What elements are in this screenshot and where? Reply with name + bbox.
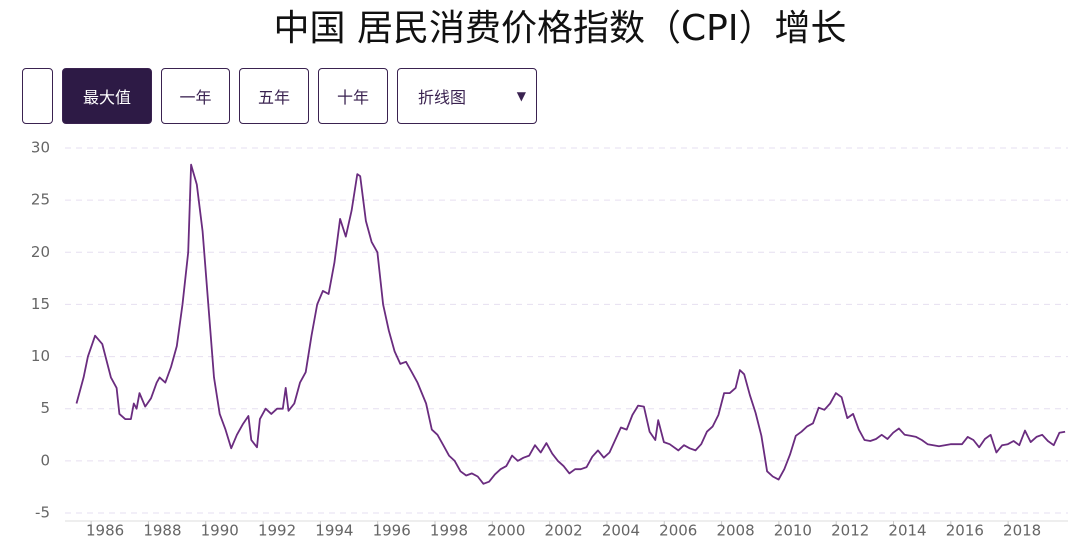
x-tick-label: 2012 [831, 522, 869, 540]
range-button[interactable]: 五年 [239, 68, 309, 124]
x-tick-label: 2010 [774, 522, 812, 540]
y-tick-label: 20 [31, 243, 50, 261]
x-tick-label: 2016 [946, 522, 984, 540]
cpi-line [75, 163, 1066, 485]
x-tick-label: 2004 [602, 522, 640, 540]
chart-type-select[interactable]: 折线图 ▼ [397, 68, 537, 124]
y-tick-label: 10 [31, 347, 50, 365]
y-tick-label: 0 [40, 451, 50, 469]
x-tick-label: 2006 [659, 522, 697, 540]
y-tick-label: 25 [31, 191, 50, 209]
x-tick-label: 2008 [716, 522, 754, 540]
x-tick-label: 1986 [86, 522, 124, 540]
dropdown-arrow: ▼ [516, 89, 526, 103]
x-tick-label: 2000 [487, 522, 525, 540]
x-tick-label: 2002 [545, 522, 583, 540]
x-tick-label: 1996 [373, 522, 411, 540]
chart-title: 中国 居民消费价格指数（CPI）增长 [274, 8, 847, 49]
x-tick-label: 2018 [1003, 522, 1041, 540]
x-tick-label: 1994 [315, 522, 353, 540]
x-tick-label: 1998 [430, 522, 468, 540]
blank-button[interactable] [22, 68, 53, 124]
y-tick-label: -5 [35, 504, 50, 522]
x-tick-label: 1988 [143, 522, 181, 540]
select-label: 折线图 [418, 88, 467, 107]
range-button[interactable]: 一年 [161, 68, 230, 124]
range-button[interactable]: 十年 [318, 68, 388, 124]
x-tick-label: 1990 [201, 522, 239, 540]
x-tick-label: 2014 [888, 522, 926, 540]
x-tick-label: 1992 [258, 522, 296, 540]
y-tick-label: 15 [31, 295, 50, 313]
range-button[interactable]: 最大值 [62, 68, 152, 124]
y-tick-label: 30 [31, 139, 50, 157]
y-tick-label: 5 [40, 399, 50, 417]
